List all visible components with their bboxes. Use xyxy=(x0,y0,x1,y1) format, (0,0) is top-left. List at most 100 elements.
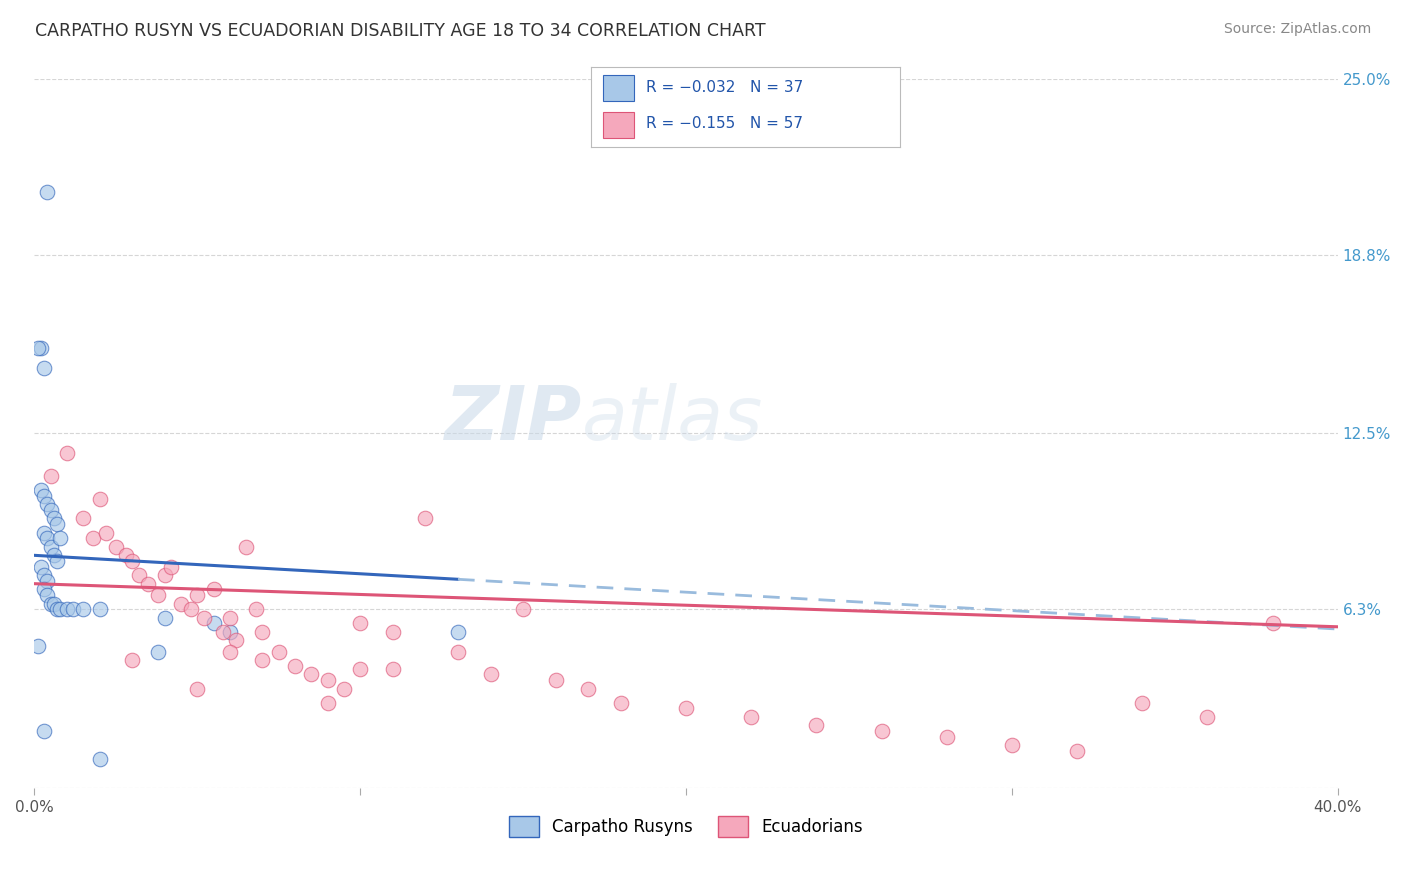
Point xyxy=(212,624,235,639)
Point xyxy=(415,511,437,525)
Text: atlas: atlas xyxy=(582,384,763,455)
Point xyxy=(39,540,62,554)
Point xyxy=(675,701,697,715)
Point xyxy=(1197,710,1219,724)
Point xyxy=(32,489,55,503)
Point xyxy=(267,645,290,659)
Point xyxy=(870,724,893,739)
Point xyxy=(37,186,59,200)
Point xyxy=(316,673,339,687)
Point xyxy=(30,342,52,356)
Point xyxy=(447,645,470,659)
Point xyxy=(89,752,111,766)
Point xyxy=(32,568,55,582)
Point xyxy=(121,554,143,568)
Point xyxy=(180,602,202,616)
Point xyxy=(299,667,322,681)
Point xyxy=(37,497,59,511)
Point xyxy=(219,611,242,625)
Point xyxy=(153,568,176,582)
Point xyxy=(46,517,69,532)
Point xyxy=(30,559,52,574)
Point xyxy=(39,597,62,611)
Point xyxy=(128,568,150,582)
Point xyxy=(219,624,242,639)
Point xyxy=(447,624,470,639)
Bar xyxy=(603,75,634,101)
Text: R = −0.032   N = 37: R = −0.032 N = 37 xyxy=(647,80,803,95)
Point xyxy=(39,503,62,517)
Point xyxy=(610,696,633,710)
Point xyxy=(252,653,274,667)
Point xyxy=(1261,616,1284,631)
Point xyxy=(39,469,62,483)
Point xyxy=(479,667,502,681)
Point xyxy=(349,662,371,676)
Point xyxy=(27,342,49,356)
Point xyxy=(252,624,274,639)
Point xyxy=(42,549,65,563)
Point xyxy=(935,730,957,744)
Point xyxy=(284,659,307,673)
Point xyxy=(381,662,404,676)
Point xyxy=(32,525,55,540)
Point xyxy=(56,602,79,616)
Point xyxy=(46,602,69,616)
Point xyxy=(740,710,762,724)
Point xyxy=(1001,739,1024,753)
Point xyxy=(225,633,247,648)
Point xyxy=(544,673,567,687)
Point xyxy=(148,588,170,602)
Point xyxy=(72,602,94,616)
Text: ZIP: ZIP xyxy=(444,383,582,456)
Point xyxy=(37,588,59,602)
Point xyxy=(82,531,104,545)
Point xyxy=(32,361,55,376)
Point xyxy=(121,653,143,667)
Point xyxy=(576,681,599,696)
Point xyxy=(219,645,242,659)
Point xyxy=(49,531,72,545)
Point xyxy=(62,602,84,616)
Point xyxy=(806,718,828,732)
Legend: Carpatho Rusyns, Ecuadorians: Carpatho Rusyns, Ecuadorians xyxy=(502,810,870,843)
Point xyxy=(333,681,356,696)
Point xyxy=(37,531,59,545)
Point xyxy=(381,624,404,639)
Point xyxy=(42,597,65,611)
Point xyxy=(56,446,79,460)
Point xyxy=(42,511,65,525)
Point xyxy=(349,616,371,631)
Text: CARPATHO RUSYN VS ECUADORIAN DISABILITY AGE 18 TO 34 CORRELATION CHART: CARPATHO RUSYN VS ECUADORIAN DISABILITY … xyxy=(35,22,766,40)
Point xyxy=(32,582,55,597)
Point xyxy=(138,576,160,591)
Text: R = −0.155   N = 57: R = −0.155 N = 57 xyxy=(647,116,803,130)
Point xyxy=(316,696,339,710)
Point xyxy=(1066,744,1088,758)
Point xyxy=(186,588,208,602)
Bar xyxy=(603,112,634,137)
Point xyxy=(37,574,59,588)
Point xyxy=(89,491,111,506)
Point xyxy=(153,611,176,625)
Point xyxy=(193,611,215,625)
Point xyxy=(32,724,55,739)
Point xyxy=(114,549,136,563)
Point xyxy=(148,645,170,659)
Point xyxy=(202,616,225,631)
Point xyxy=(1130,696,1153,710)
Point xyxy=(186,681,208,696)
Point xyxy=(160,559,183,574)
Point xyxy=(30,483,52,497)
Point xyxy=(245,602,267,616)
Point xyxy=(202,582,225,597)
Point xyxy=(72,511,94,525)
Point xyxy=(170,597,193,611)
Point xyxy=(512,602,534,616)
Point xyxy=(94,525,117,540)
Point xyxy=(89,602,111,616)
Point xyxy=(46,554,69,568)
Point xyxy=(27,639,49,653)
Point xyxy=(104,540,127,554)
Point xyxy=(49,602,72,616)
